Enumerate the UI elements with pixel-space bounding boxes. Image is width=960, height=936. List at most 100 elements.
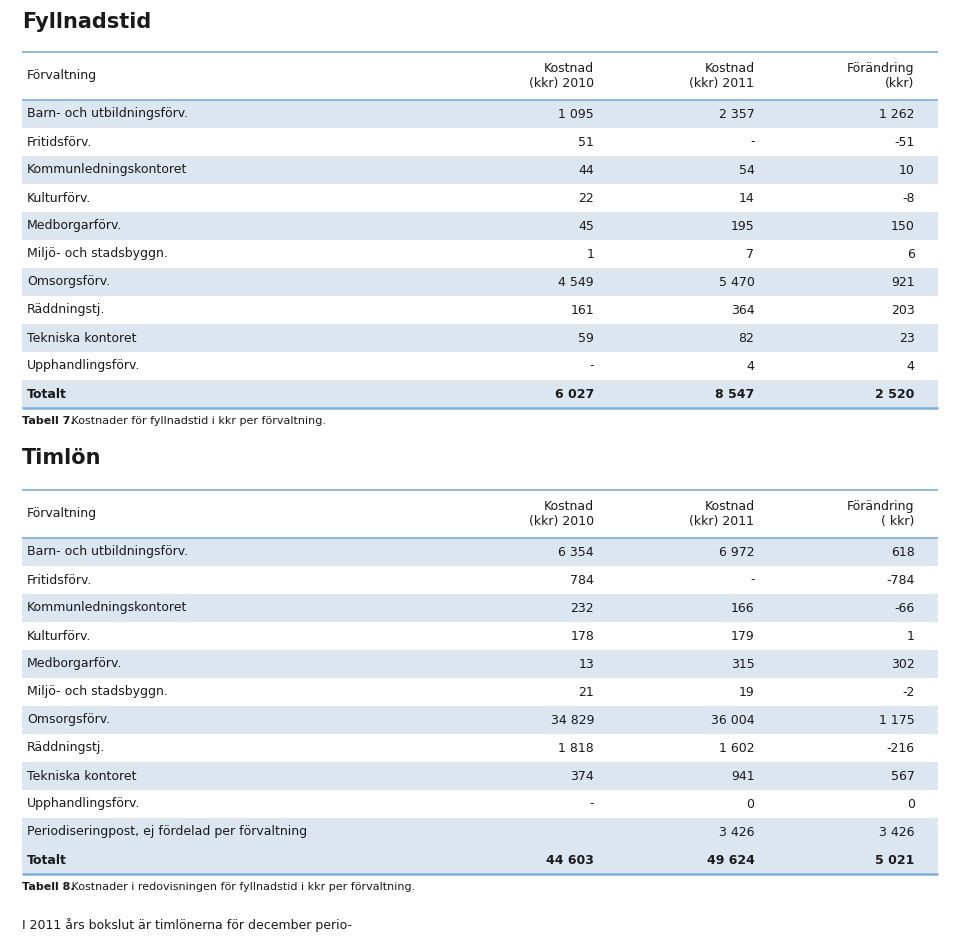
Text: 6 027: 6 027 (555, 388, 594, 401)
Text: Upphandlingsförv.: Upphandlingsförv. (27, 797, 140, 811)
Text: -: - (750, 574, 755, 587)
Bar (22, 128, 938, 156)
Text: Kommunledningskontoret: Kommunledningskontoret (27, 164, 187, 177)
Text: 10: 10 (899, 164, 915, 177)
Text: 23: 23 (899, 331, 915, 344)
Text: 364: 364 (731, 303, 755, 316)
Text: 0: 0 (746, 797, 755, 811)
Text: Upphandlingsförv.: Upphandlingsförv. (27, 359, 140, 373)
Text: Tekniska kontoret: Tekniska kontoret (27, 331, 136, 344)
Text: 6 972: 6 972 (719, 546, 755, 559)
Text: 166: 166 (731, 602, 755, 615)
Text: 302: 302 (891, 657, 915, 670)
Text: Kostnad
(kkr) 2011: Kostnad (kkr) 2011 (689, 500, 755, 528)
Text: I 2011 års bokslut är timlönerna för december perio-
diserade och belastar 2011.: I 2011 års bokslut är timlönerna för dec… (22, 918, 358, 936)
Text: Tabell 8.: Tabell 8. (22, 882, 75, 892)
Text: 5 021: 5 021 (876, 854, 915, 867)
Text: 6 354: 6 354 (559, 546, 594, 559)
Bar (22, 490, 938, 538)
Text: 1 095: 1 095 (559, 108, 594, 121)
Text: -216: -216 (886, 741, 915, 754)
Bar (22, 352, 938, 380)
Text: 315: 315 (731, 657, 755, 670)
Text: Kostnad
(kkr) 2010: Kostnad (kkr) 2010 (529, 62, 594, 90)
Text: Periodiseringpost, ej fördelad per förvaltning: Periodiseringpost, ej fördelad per förva… (27, 826, 307, 839)
Text: Fyllnadstid: Fyllnadstid (22, 12, 152, 32)
Text: Timlön: Timlön (22, 448, 102, 468)
Text: Medborgarförv.: Medborgarförv. (27, 220, 122, 232)
Text: 59: 59 (578, 331, 594, 344)
Text: 49 624: 49 624 (707, 854, 755, 867)
Text: 6: 6 (907, 247, 915, 260)
Text: Kostnad
(kkr) 2010: Kostnad (kkr) 2010 (529, 500, 594, 528)
Bar (22, 184, 938, 212)
Text: Medborgarförv.: Medborgarförv. (27, 657, 122, 670)
Text: 4 549: 4 549 (559, 275, 594, 288)
Text: Miljö- och stadsbyggn.: Miljö- och stadsbyggn. (27, 685, 168, 698)
Text: Kostnader för fyllnadstid i kkr per förvaltning.: Kostnader för fyllnadstid i kkr per förv… (68, 416, 325, 426)
Text: 178: 178 (570, 630, 594, 642)
Text: Omsorgsförv.: Omsorgsförv. (27, 713, 110, 726)
Bar (22, 240, 938, 268)
Text: Räddningstj.: Räddningstj. (27, 741, 106, 754)
Text: 618: 618 (891, 546, 915, 559)
Text: 19: 19 (738, 685, 755, 698)
Text: 1: 1 (907, 630, 915, 642)
Text: Fritidsförv.: Fritidsförv. (27, 136, 92, 149)
Text: Tabell 7.: Tabell 7. (22, 416, 75, 426)
Text: Barn- och utbildningsförv.: Barn- och utbildningsförv. (27, 108, 188, 121)
Text: 374: 374 (570, 769, 594, 782)
Bar (22, 296, 938, 324)
Text: Förvaltning: Förvaltning (27, 507, 97, 520)
Text: -: - (589, 359, 594, 373)
Text: 4: 4 (747, 359, 755, 373)
Text: Barn- och utbildningsförv.: Barn- och utbildningsförv. (27, 546, 188, 559)
Text: 8 547: 8 547 (715, 388, 755, 401)
Text: -51: -51 (895, 136, 915, 149)
Bar (22, 100, 938, 128)
Text: 161: 161 (570, 303, 594, 316)
Text: Tekniska kontoret: Tekniska kontoret (27, 769, 136, 782)
Text: Kommunledningskontoret: Kommunledningskontoret (27, 602, 187, 615)
Bar (22, 706, 938, 734)
Text: 34 829: 34 829 (551, 713, 594, 726)
Text: 1: 1 (587, 247, 594, 260)
Bar (22, 538, 938, 566)
Text: Totalt: Totalt (27, 388, 67, 401)
Text: 22: 22 (578, 192, 594, 204)
Text: Fritidsförv.: Fritidsförv. (27, 574, 92, 587)
Bar (22, 156, 938, 184)
Text: 0: 0 (906, 797, 915, 811)
Text: 2 520: 2 520 (876, 388, 915, 401)
Text: 784: 784 (570, 574, 594, 587)
Text: -: - (589, 797, 594, 811)
Text: -784: -784 (886, 574, 915, 587)
Text: 179: 179 (731, 630, 755, 642)
Text: Totalt: Totalt (27, 854, 67, 867)
Text: 3 426: 3 426 (879, 826, 915, 839)
Bar (22, 650, 938, 678)
Text: 1 818: 1 818 (559, 741, 594, 754)
Text: Räddningstj.: Räddningstj. (27, 303, 106, 316)
Bar (22, 566, 938, 594)
Text: 150: 150 (891, 220, 915, 232)
Bar (22, 52, 938, 100)
Text: 5 470: 5 470 (718, 275, 755, 288)
Bar (22, 380, 938, 408)
Bar (22, 212, 938, 240)
Text: 54: 54 (738, 164, 755, 177)
Text: 4: 4 (907, 359, 915, 373)
Text: Kulturförv.: Kulturförv. (27, 192, 91, 204)
Text: Förändring
(kkr): Förändring (kkr) (847, 62, 915, 90)
Bar (22, 324, 938, 352)
Bar (22, 622, 938, 650)
Text: 232: 232 (570, 602, 594, 615)
Text: Förändring
( kkr): Förändring ( kkr) (847, 500, 915, 528)
Bar (22, 762, 938, 790)
Text: 1 602: 1 602 (719, 741, 755, 754)
Text: 44 603: 44 603 (546, 854, 594, 867)
Text: 13: 13 (578, 657, 594, 670)
Text: 45: 45 (578, 220, 594, 232)
Text: 567: 567 (891, 769, 915, 782)
Text: -8: -8 (902, 192, 915, 204)
